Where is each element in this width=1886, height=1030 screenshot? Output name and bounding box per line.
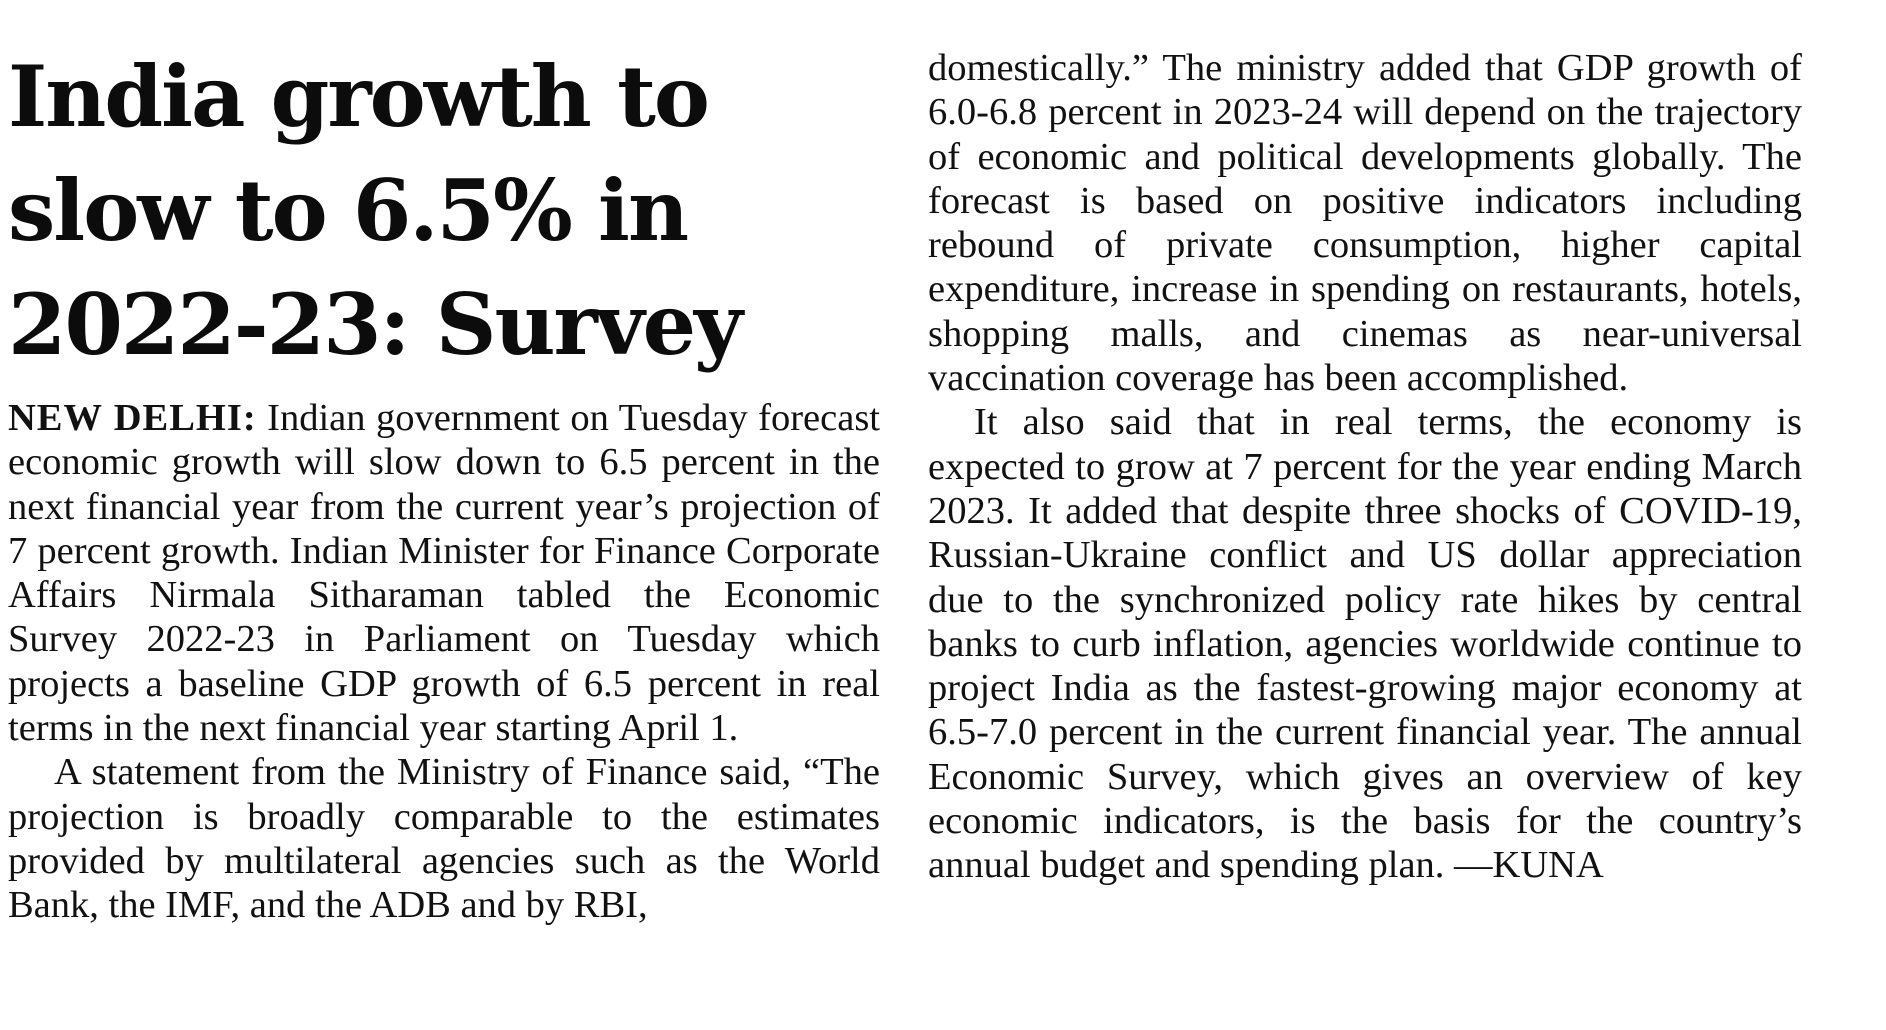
paragraph-text: Indian government on Tuesday forecast ec… <box>8 397 880 750</box>
dateline: NEW DELHI: <box>8 397 257 439</box>
article-column-right: domestically.” The ministry added that G… <box>928 46 1802 888</box>
article-column-left: India growth to slow to 6.5% in 2022-23:… <box>8 40 880 928</box>
article-paragraph: It also said that in real terms, the eco… <box>928 401 1802 887</box>
article-paragraph: NEW DELHI: Indian government on Tuesday … <box>8 396 880 750</box>
article-paragraph: domestically.” The ministry added that G… <box>928 47 1802 400</box>
article-paragraph: A statement from the Ministry of Finance… <box>8 751 880 927</box>
headline: India growth to slow to 6.5% in 2022-23:… <box>8 47 743 374</box>
